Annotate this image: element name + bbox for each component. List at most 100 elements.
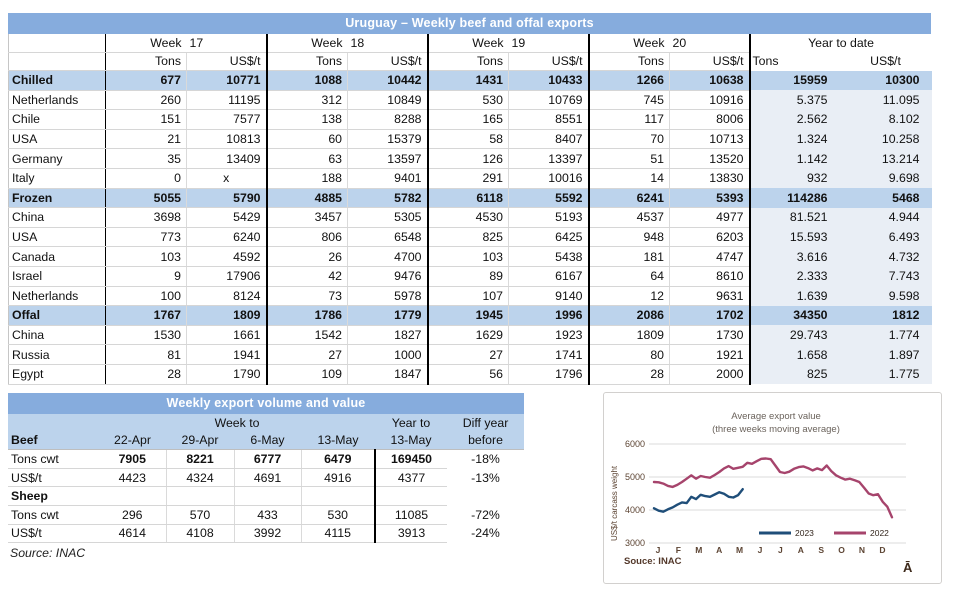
cell: 8288 <box>347 109 429 130</box>
cell: 1827 <box>347 325 429 346</box>
cell: 6479 <box>300 449 376 469</box>
row-label: Tons cwt <box>8 449 99 469</box>
cell: 3698 <box>105 207 187 228</box>
weekly-table-title: Weekly export volume and value <box>8 393 524 414</box>
cell: x <box>186 168 268 189</box>
cell: 1730 <box>669 325 751 346</box>
cell: 10016 <box>508 168 590 189</box>
cell: 677 <box>105 70 187 91</box>
cell: 15379 <box>347 129 429 150</box>
cell: 64 <box>588 266 670 287</box>
cell: 1945 <box>427 305 509 326</box>
cell: 296 <box>99 505 166 525</box>
row-label: Chilled <box>8 70 106 91</box>
cell: 1542 <box>266 325 348 346</box>
col-header-tons: Tons <box>427 52 509 71</box>
col-header-tons: Tons <box>105 52 187 71</box>
cell: 80 <box>588 344 670 365</box>
ytd-col-header-tons: Tons <box>749 52 840 71</box>
x-tick-label: N <box>859 545 865 555</box>
cell: 291 <box>427 168 509 189</box>
cell <box>99 486 166 506</box>
cell: 4691 <box>233 468 301 488</box>
cell: 1.142 <box>749 148 840 169</box>
cell: 10769 <box>508 90 590 111</box>
cell: 89 <box>427 266 509 287</box>
cell: 1796 <box>508 364 590 385</box>
cell: -72% <box>471 507 500 522</box>
cell: 5393 <box>669 188 751 209</box>
cell: 1088 <box>266 70 348 91</box>
cell: 12 <box>588 286 670 307</box>
cell <box>300 486 376 506</box>
cell: 13397 <box>508 148 590 169</box>
row-label: USA <box>8 129 106 150</box>
cell: 1809 <box>186 305 268 326</box>
cell: 6777 <box>233 449 301 469</box>
row-label: China <box>8 325 106 346</box>
cell: 1996 <box>508 305 590 326</box>
cell: 4977 <box>669 207 751 228</box>
main-table-title: Uruguay – Weekly beef and offal exports <box>8 13 931 34</box>
series-line-2022 <box>652 457 894 519</box>
y-axis-label: US$/t carcass weight <box>610 465 619 541</box>
cell: 7577 <box>186 109 268 130</box>
cell: 1921 <box>669 344 751 365</box>
y-tick-label: 3000 <box>625 538 645 548</box>
week-label: Week <box>427 34 509 53</box>
cell: 1.658 <box>749 344 840 365</box>
cell: 2000 <box>669 364 751 385</box>
y-tick-label: 4000 <box>625 505 645 515</box>
table-row: Israel 9 17906 42 9476 89 6167 64 8610 2.333 7.743 <box>8 266 932 287</box>
cell: 5790 <box>186 188 268 209</box>
cell: 5055 <box>105 188 187 209</box>
col-header-tons: Tons <box>266 52 348 71</box>
cell: 6.493 <box>839 227 932 247</box>
cell: 10300 <box>839 70 932 91</box>
x-tick-label: F <box>676 545 681 555</box>
cell: 1779 <box>347 305 429 326</box>
cell: 169450 <box>374 449 448 469</box>
cell: 1786 <box>266 305 348 326</box>
cell <box>165 486 234 506</box>
cell: 8407 <box>508 129 590 150</box>
cell: 4.944 <box>839 207 932 228</box>
cell: 26 <box>266 246 348 267</box>
date-col: 29-Apr <box>166 431 234 451</box>
cell: 9631 <box>669 286 751 307</box>
cell: 4614 <box>99 524 166 544</box>
cell: 1941 <box>186 344 268 365</box>
week-number: 18 <box>347 34 429 53</box>
cell: 15959 <box>749 70 840 91</box>
cell: 1847 <box>347 364 429 385</box>
table-row: USA 21 10813 60 15379 58 8407 70 10713 1.324 10.25… <box>8 129 932 150</box>
cell: 6548 <box>347 227 429 248</box>
cell: 114286 <box>749 188 840 208</box>
cell: 10713 <box>669 129 751 150</box>
cell: 14 <box>588 168 670 189</box>
weekly-volume-table: Weekly export volume and value Week to Y… <box>8 393 525 561</box>
week-number: 17 <box>186 34 268 53</box>
cell: 530 <box>300 505 376 525</box>
cell: 117 <box>588 109 670 130</box>
section-row: Chilled 677 10771 1088 10442 1431 10433 1266 106… <box>8 70 932 91</box>
cell: 34350 <box>749 305 840 326</box>
cell: 9.698 <box>839 168 932 189</box>
chart-source-note: Souce: INAC <box>624 556 682 567</box>
cell: 8124 <box>186 286 268 307</box>
cell: 107 <box>427 286 509 307</box>
cell: 109 <box>266 364 348 385</box>
cell: 5193 <box>508 207 590 228</box>
cell: 4.732 <box>839 246 932 267</box>
series-line-2023 <box>652 487 744 513</box>
cell: 11.095 <box>839 90 932 110</box>
source-note: Source: INAC <box>10 546 86 561</box>
cell: 1767 <box>105 305 187 326</box>
cell: 4423 <box>99 468 166 488</box>
cell: 5429 <box>186 207 268 228</box>
y-tick-label: 6000 <box>625 439 645 449</box>
cell: 5305 <box>347 207 429 228</box>
week-label: Week <box>105 34 187 53</box>
row-label: Sheep <box>8 486 99 506</box>
